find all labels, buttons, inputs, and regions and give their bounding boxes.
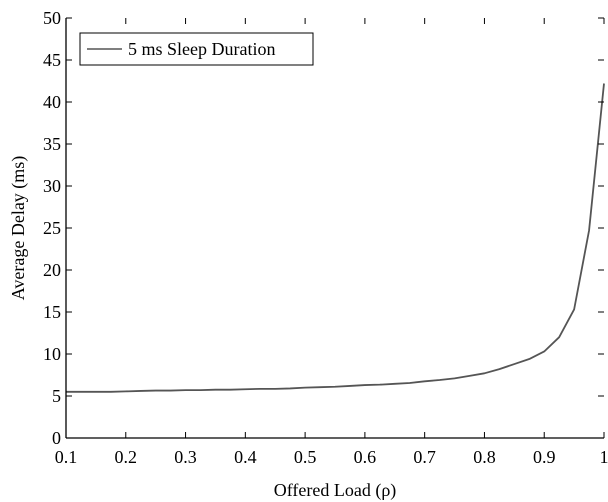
x-axis-label: Offered Load (ρ) bbox=[274, 480, 397, 501]
x-tick-label: 0.5 bbox=[294, 447, 317, 467]
y-tick-label: 5 bbox=[52, 386, 61, 406]
y-tick-label: 10 bbox=[43, 344, 61, 364]
legend-label: 5 ms Sleep Duration bbox=[128, 39, 275, 59]
y-tick-label: 0 bbox=[52, 428, 61, 448]
x-axis: 0.1 0.2 0.3 0.4 0.5 0.6 0.7 0.8 0.9 1 bbox=[55, 18, 608, 467]
y-tick-label: 40 bbox=[43, 92, 61, 112]
x-tick-label: 0.3 bbox=[174, 447, 197, 467]
x-tick-label: 1 bbox=[600, 447, 608, 467]
plot-area bbox=[66, 83, 605, 393]
x-tick-label: 0.4 bbox=[234, 447, 257, 467]
y-tick-label: 50 bbox=[43, 8, 61, 28]
y-tick-label: 30 bbox=[43, 176, 61, 196]
series-line bbox=[66, 83, 605, 393]
x-tick-label: 0.7 bbox=[413, 447, 436, 467]
x-tick-label: 0.2 bbox=[115, 447, 138, 467]
y-axis-label: Average Delay (ms) bbox=[8, 156, 29, 301]
y-tick-label: 45 bbox=[43, 50, 61, 70]
x-tick-label: 0.6 bbox=[354, 447, 377, 467]
legend: 5 ms Sleep Duration bbox=[79, 32, 314, 66]
y-tick-label: 15 bbox=[43, 302, 61, 322]
x-tick-label: 0.9 bbox=[533, 447, 556, 467]
y-tick-label: 25 bbox=[43, 218, 61, 238]
y-tick-label: 35 bbox=[43, 134, 61, 154]
y-tick-label: 20 bbox=[43, 260, 61, 280]
x-tick-label: 0.8 bbox=[473, 447, 496, 467]
x-tick-label: 0.1 bbox=[55, 447, 78, 467]
y-axis: 0 5 10 15 20 25 30 35 40 45 50 bbox=[43, 8, 604, 448]
